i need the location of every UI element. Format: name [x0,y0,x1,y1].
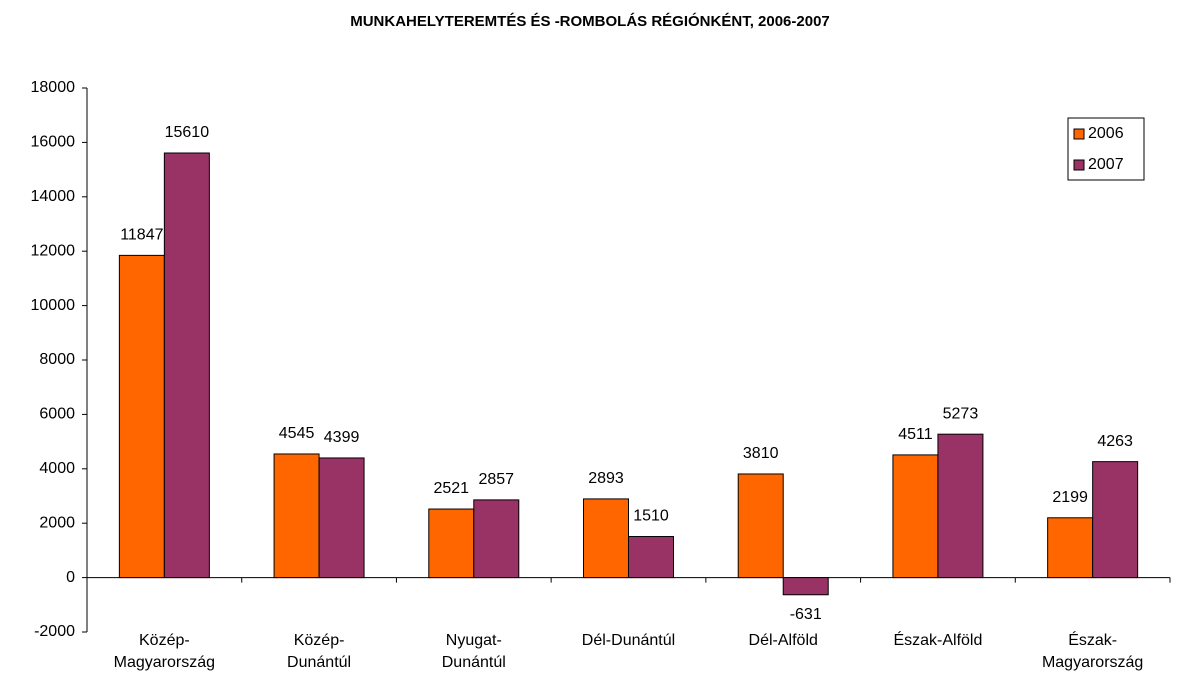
legend-swatch [1073,128,1085,140]
bar [163,152,210,579]
data-label: 5273 [943,405,979,422]
x-tick-label: Észak- [1068,630,1117,649]
y-tick-label: 18000 [31,79,76,96]
data-label: 3810 [743,445,779,462]
x-tick-label: Dunántúl [287,654,351,671]
bar [782,577,829,596]
legend-label: 2007 [1088,156,1124,173]
bar [628,536,674,579]
data-label: 2199 [1052,489,1088,506]
y-tick-label: 16000 [31,134,76,151]
data-label: 4399 [324,429,360,446]
data-label: 4263 [1097,433,1133,450]
data-label: 2857 [478,471,514,488]
data-label: 4511 [898,426,933,443]
bar [428,508,475,579]
y-tick-label: -2000 [34,623,75,640]
data-label: 1510 [633,508,669,525]
bar [118,254,165,579]
data-label: 2521 [433,480,469,497]
chart-title: MUNKAHELYTEREMTÉS ÉS -ROMBOLÁS RÉGIÓNKÉN… [350,12,830,30]
y-tick-label: 12000 [31,242,76,259]
data-label: 11847 [120,227,163,244]
data-label: 2893 [588,470,624,487]
x-tick-label: Észak-Alföld [893,630,982,649]
x-tick-label: Magyarország [114,654,215,671]
x-tick-label: Nyugat- [446,632,502,649]
legend-label: 2006 [1088,125,1124,142]
bar [318,457,365,579]
y-tick-label: 14000 [31,188,76,205]
y-tick-label: 0 [66,569,75,586]
x-tick-label: Magyarország [1042,654,1143,671]
y-tick-label: 10000 [31,297,76,314]
y-tick-label: 6000 [39,406,75,423]
bar [473,499,520,579]
bar [892,454,939,579]
x-tick-label: Dél-Dunántúl [582,632,675,649]
bar [583,498,629,579]
bar [1047,517,1094,579]
bar [273,453,320,579]
y-tick-label: 4000 [39,460,75,477]
legend-swatch [1073,159,1085,171]
x-tick-label: Dunántúl [442,654,506,671]
y-tick-label: 8000 [39,351,75,368]
x-tick-label: Dél-Alföld [749,632,818,649]
data-label: -631 [790,606,822,623]
x-tick-label: Közép- [294,632,345,649]
y-tick-label: 2000 [39,514,75,531]
bar [737,473,784,579]
data-label: 15610 [165,124,210,141]
bar [1092,461,1139,579]
data-label: 4545 [279,425,315,442]
bar [937,433,984,579]
x-tick-label: Közép- [139,632,190,649]
